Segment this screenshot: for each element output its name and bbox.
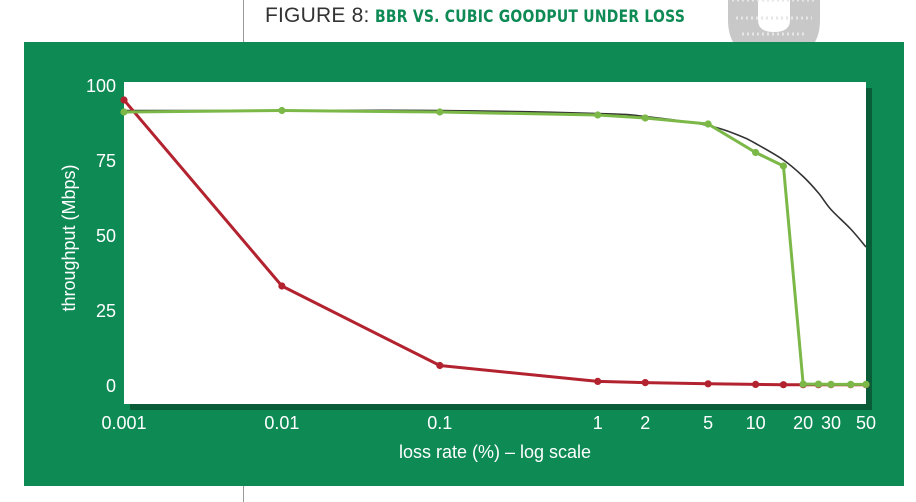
data-point-cubic (704, 380, 712, 388)
series-bbr (120, 106, 870, 388)
data-point-bbr (594, 111, 602, 119)
data-point-bbr (814, 380, 823, 388)
data-point-cubic (752, 380, 760, 388)
data-point-cubic (120, 96, 128, 104)
column-rule-top (243, 0, 244, 42)
data-point-bbr (799, 380, 807, 388)
data-point-bbr (641, 114, 649, 122)
data-point-bbr (862, 380, 870, 388)
data-point-cubic (779, 381, 788, 389)
x-tick-label: 10 (746, 413, 766, 433)
y-tick-label: 0 (106, 376, 116, 396)
figure-name: BBR VS. CUBIC GOODPUT UNDER LOSS (375, 7, 686, 27)
x-tick-label: 1 (593, 413, 603, 433)
y-tick-label: 25 (96, 301, 116, 321)
y-tick-label: 50 (96, 226, 116, 246)
x-tick-label: 20 (793, 413, 813, 433)
data-point-cubic (641, 379, 649, 387)
x-tick-label: 0.001 (101, 413, 146, 433)
data-point-bbr (847, 380, 855, 388)
x-tick-label: 2 (640, 413, 650, 433)
figure-title: FIGURE 8: BBR VS. CUBIC GOODPUT UNDER LO… (265, 4, 754, 29)
x-axis-title: loss rate (%) – log scale (399, 442, 591, 462)
y-axis-title: throughput (Mbps) (59, 164, 79, 311)
data-point-bbr (278, 106, 286, 115)
y-tick-label: 100 (86, 76, 116, 96)
data-point-cubic (278, 282, 286, 290)
data-point-bbr (779, 162, 788, 170)
figure-label: FIGURE 8: (265, 4, 370, 27)
x-tick-label: 5 (703, 413, 713, 433)
data-point-bbr (827, 380, 835, 388)
column-rule-bottom (243, 486, 244, 502)
data-point-cubic (594, 377, 602, 385)
data-point-bbr (120, 108, 128, 116)
x-tick-label: 30 (821, 413, 841, 433)
data-point-bbr (436, 108, 444, 116)
plot-area (124, 82, 866, 404)
data-point-bbr (752, 148, 760, 157)
y-tick-label: 75 (96, 151, 116, 171)
x-tick-label: 0.1 (427, 413, 452, 433)
x-tick-label: 50 (856, 413, 876, 433)
data-point-bbr (704, 120, 712, 128)
data-point-cubic (436, 361, 444, 370)
x-tick-label: 0.01 (264, 413, 299, 433)
